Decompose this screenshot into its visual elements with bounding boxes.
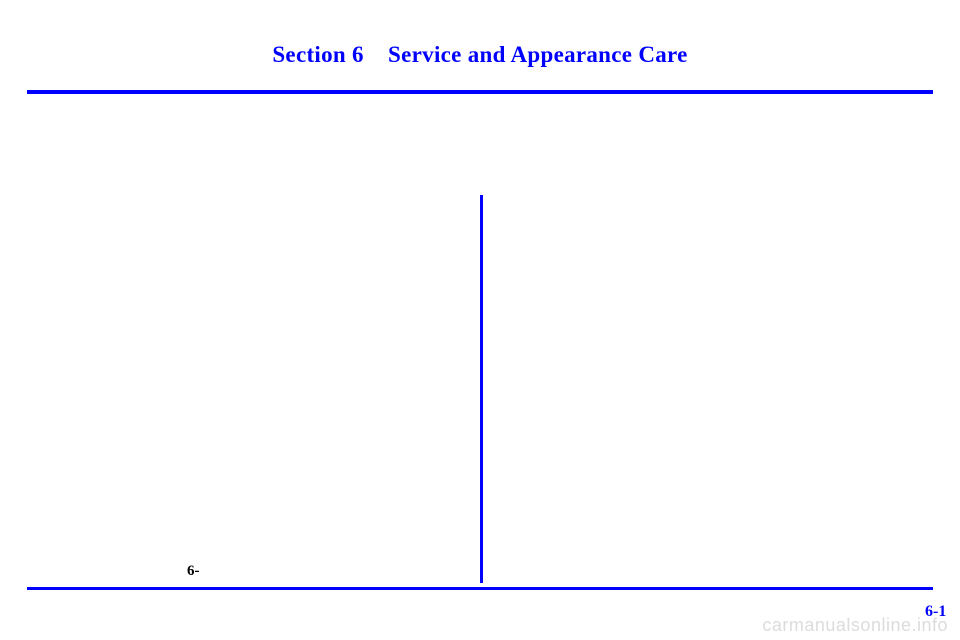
center-divider	[480, 195, 483, 583]
watermark: carmanualsonline.info	[762, 615, 948, 636]
section-heading-prefix: Section 6	[272, 42, 364, 67]
bottom-rule	[27, 587, 933, 590]
footer-left-label: 6-	[187, 563, 200, 580]
page-root: Section 6 Service and Appearance Care 6-…	[0, 0, 960, 640]
section-heading-title: Service and Appearance Care	[388, 42, 688, 67]
section-heading: Section 6 Service and Appearance Care	[0, 42, 960, 68]
top-rule	[27, 90, 933, 94]
